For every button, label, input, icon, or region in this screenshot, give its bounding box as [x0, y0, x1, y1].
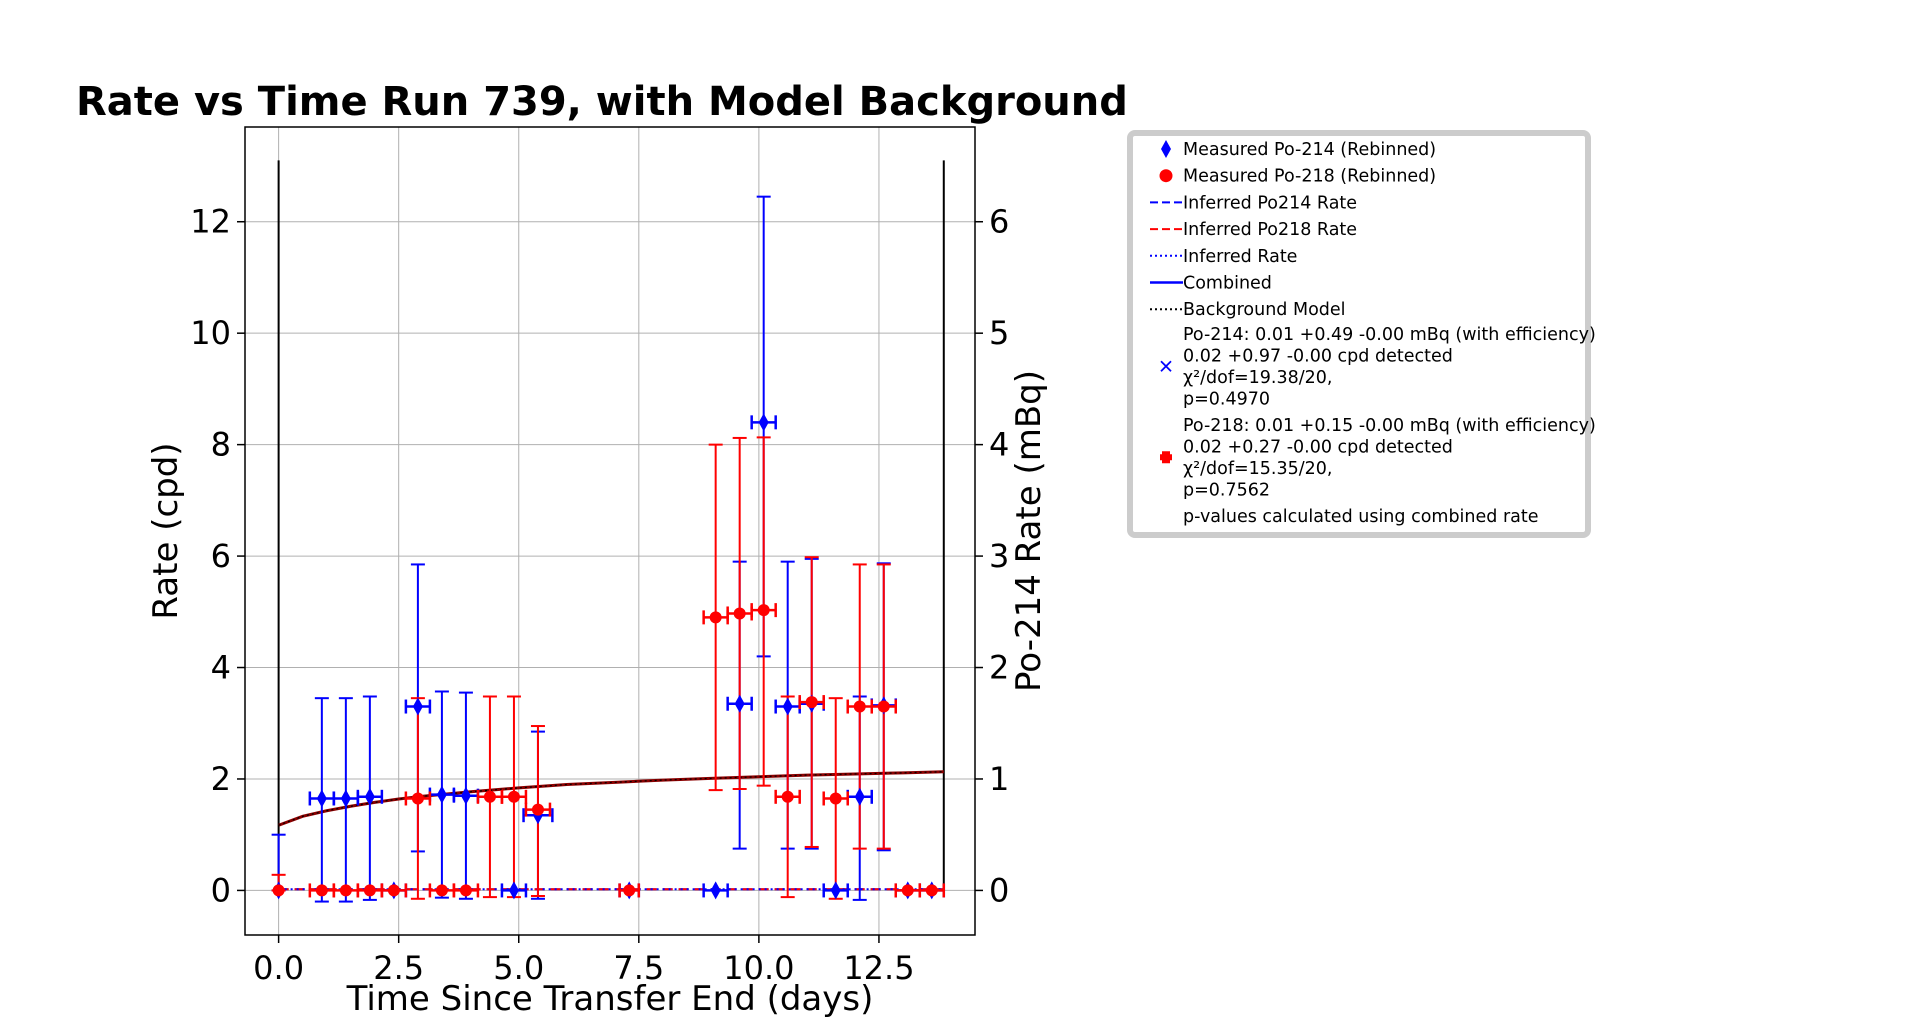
y2-tick-label: 3: [989, 537, 1009, 575]
po218-fit-line: 0.02 +0.27 -0.00 cpd detected: [1183, 438, 1453, 458]
po218-fit-line: χ²/dof=15.35/20,: [1183, 459, 1333, 479]
y-axis-label: Rate (cpd): [146, 442, 186, 619]
po214-point: [364, 787, 375, 806]
po214-point: [508, 881, 519, 900]
po218-point: [435, 884, 448, 897]
y2-tick-label: 4: [989, 426, 1009, 464]
y-tick-label: 12: [190, 203, 231, 241]
x-tick-label: 0.0: [253, 949, 304, 987]
po214-fit-line: χ²/dof=19.38/20,: [1183, 368, 1333, 388]
po218-fit-line: p=0.7562: [1183, 481, 1270, 501]
legend-label: Inferred Rate: [1183, 247, 1297, 267]
po214-point: [316, 789, 327, 808]
po218-point: [387, 884, 400, 897]
po214-point: [830, 881, 841, 900]
po218-point: [901, 884, 914, 897]
x-axis-label: Time Since Transfer End (days): [346, 979, 874, 1019]
po218-point: [781, 790, 794, 803]
po218-point: [315, 884, 328, 897]
y-tick-label: 2: [211, 760, 231, 798]
po218-point: [483, 790, 496, 803]
po218-point: [363, 884, 376, 897]
po214-point: [710, 881, 721, 900]
y2-tick-label: 1: [989, 760, 1009, 798]
y2-tick-label: 2: [989, 649, 1009, 687]
po214-point: [734, 694, 745, 713]
po218-plus-icon: [1160, 454, 1172, 461]
x-axis-ticks: 0.0 2.5 5.0 7.5 10.0 12.5: [253, 935, 915, 987]
legend-items: Measured Po-214 (Rebinned) Measured Po-21…: [1150, 140, 1436, 320]
po218-point: [459, 884, 472, 897]
y2-tick-label: 5: [989, 314, 1009, 352]
legend-frame: [1127, 130, 1591, 538]
legend-label: Inferred Po218 Rate: [1183, 220, 1357, 240]
po218-point: [877, 700, 890, 713]
po218-point: [411, 792, 424, 805]
po214-point: [782, 697, 793, 716]
y2-axis-label: Po-214 Rate (mBq): [1009, 370, 1049, 692]
y2-axis-ticks: 0 1 2 3 4 5 6: [975, 203, 1009, 909]
po218-point: [829, 792, 842, 805]
x-tick-label: 10.0: [723, 949, 794, 987]
x-tick-label: 12.5: [843, 949, 914, 987]
legend-marker-diamond: [1161, 140, 1171, 158]
y-tick-label: 6: [211, 537, 231, 575]
legend-label: Combined: [1183, 274, 1272, 294]
po214-point: [854, 787, 865, 806]
po214-point: [340, 789, 351, 808]
po218-point: [531, 803, 544, 816]
y-tick-label: 10: [190, 314, 231, 352]
legend-footer: p-values calculated using combined rate: [1183, 507, 1539, 527]
po218-fit-line: Po-218: 0.01 +0.15 -0.00 mBq (with effic…: [1183, 416, 1596, 436]
po218-point: [925, 884, 938, 897]
po214-point: [436, 785, 447, 804]
po214-cross-icon: [1160, 360, 1172, 372]
po218-point: [272, 884, 285, 897]
po218-point: [623, 884, 636, 897]
y-axis-ticks: 0 2 4 6 8 10 12: [190, 203, 245, 909]
po218-point: [507, 790, 520, 803]
x-tick-label: 2.5: [373, 949, 424, 987]
plot-area-frame: [244, 126, 976, 936]
po218-point: [709, 611, 722, 624]
y-tick-label: 0: [211, 871, 231, 909]
model-lines: [278, 770, 944, 891]
legend-fit-results: Po-214: 0.01 +0.49 -0.00 mBq (with effic…: [1160, 325, 1596, 527]
y-tick-label: 4: [211, 649, 231, 687]
x-tick-label: 7.5: [613, 949, 664, 987]
legend-label: Measured Po-214 (Rebinned): [1183, 140, 1436, 160]
po214-point: [758, 413, 769, 432]
po214-fit-line: Po-214: 0.01 +0.49 -0.00 mBq (with effic…: [1183, 325, 1596, 345]
po214-fit-line: p=0.4970: [1183, 390, 1270, 410]
y2-tick-label: 6: [989, 203, 1009, 241]
legend-marker-circle: [1159, 169, 1173, 183]
legend-label: Inferred Po214 Rate: [1183, 193, 1357, 213]
legend-label: Measured Po-218 (Rebinned): [1183, 167, 1436, 187]
chart-title: Rate vs Time Run 739, with Model Backgro…: [76, 79, 1128, 125]
legend-label: Background Model: [1183, 300, 1346, 320]
po214-point: [460, 786, 471, 805]
legend: Measured Po-214 (Rebinned) Measured Po-21…: [1127, 130, 1596, 538]
po218-point: [733, 607, 746, 620]
y-tick-label: 8: [211, 426, 231, 464]
po214-point: [412, 697, 423, 716]
po218-point: [805, 696, 818, 709]
x-tick-label: 5.0: [493, 949, 544, 987]
po218-point: [757, 604, 770, 617]
grid: [245, 127, 975, 935]
po214-fit-line: 0.02 +0.97 -0.00 cpd detected: [1183, 347, 1453, 367]
vertical-lines: [277, 160, 945, 891]
y2-tick-label: 0: [989, 871, 1009, 909]
po218-point: [339, 884, 352, 897]
data-markers: [272, 413, 938, 900]
po218-point: [853, 700, 866, 713]
